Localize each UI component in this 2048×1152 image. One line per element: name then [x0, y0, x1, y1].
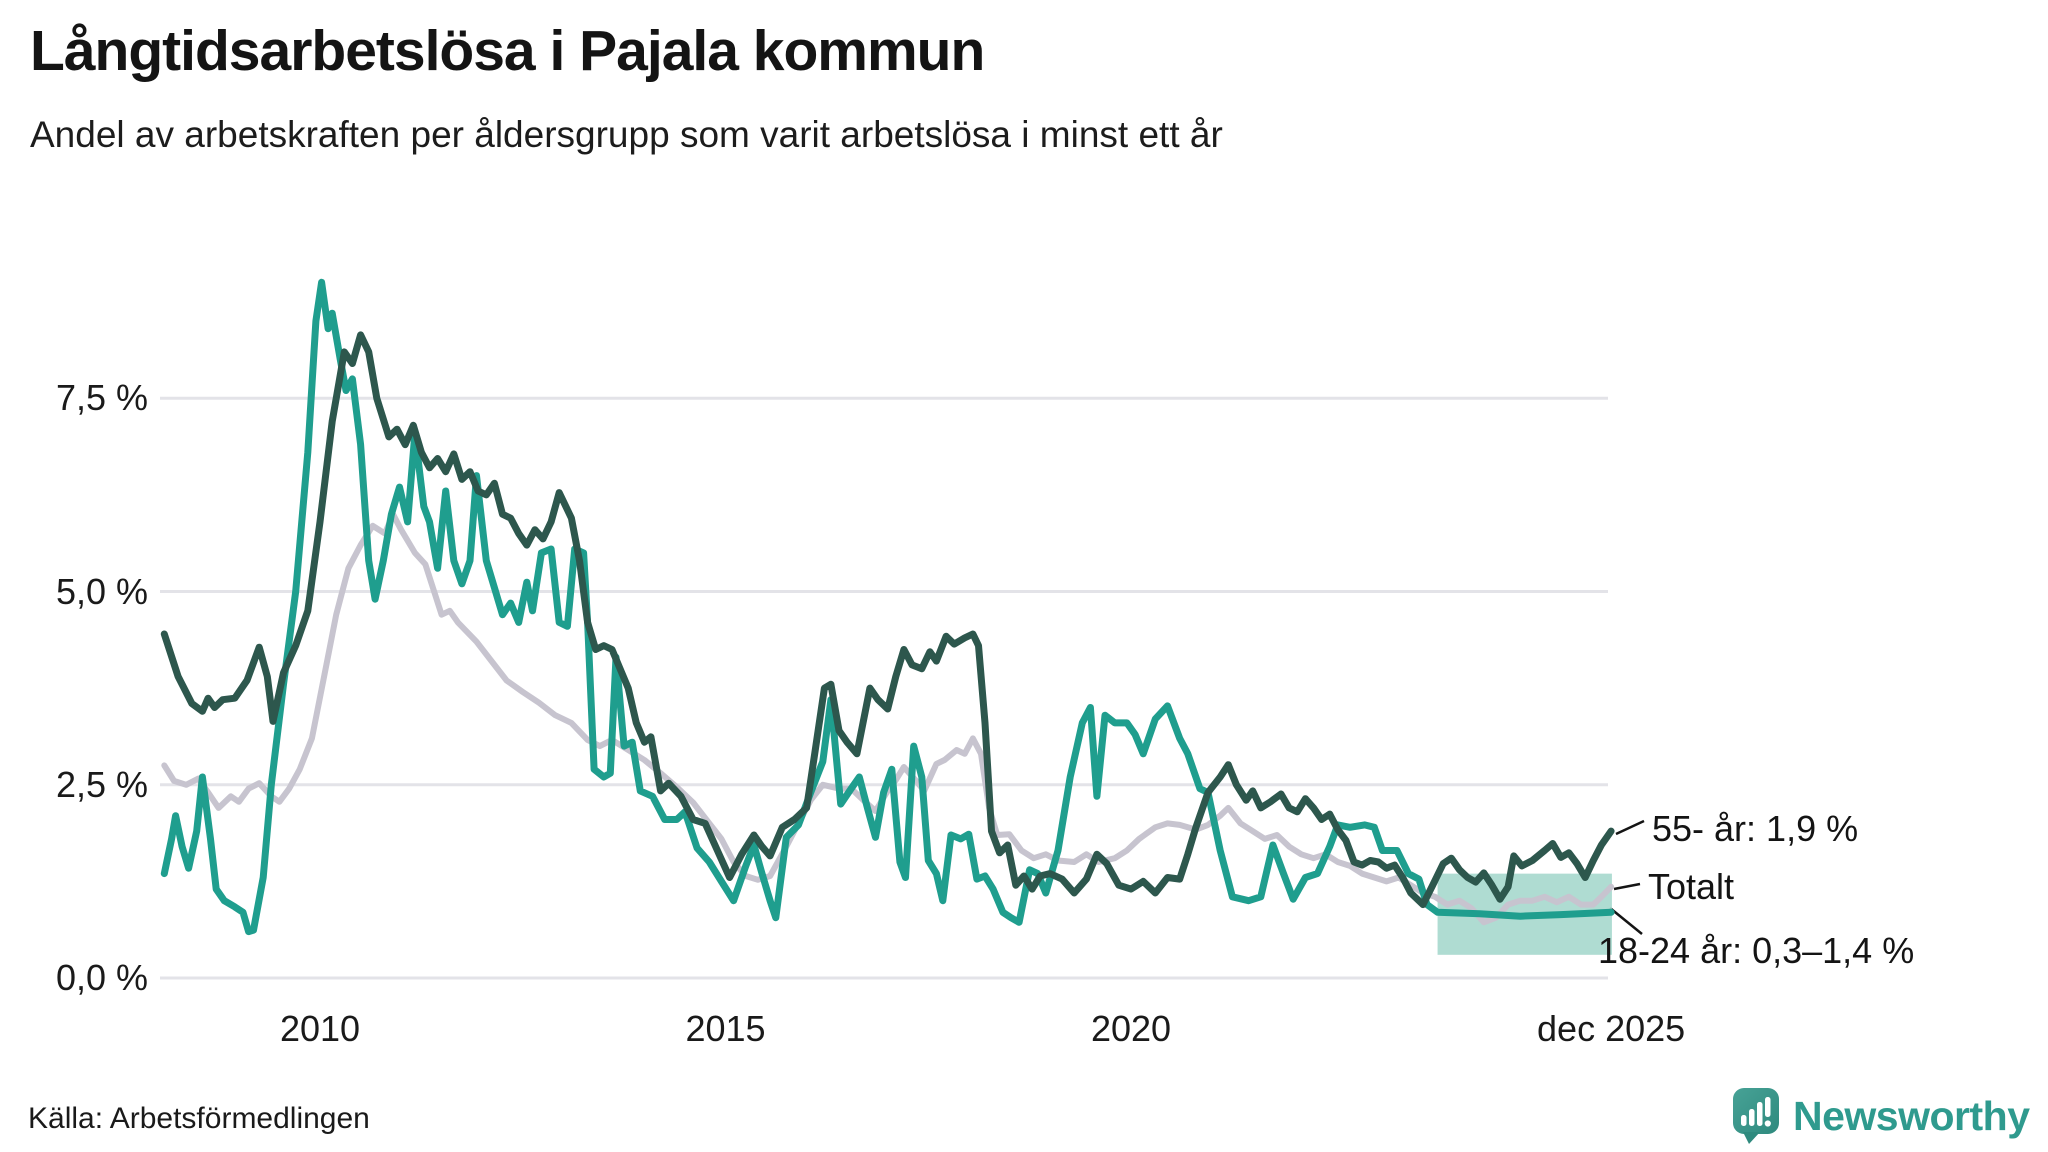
chart-speech-bubble-icon — [1733, 1088, 1779, 1144]
newsworthy-wordmark: Newsworthy — [1793, 1092, 2030, 1139]
annotation-18-24-ar: 18-24 år: 0,3–1,4 % — [1598, 930, 1915, 971]
annotation-connector — [1615, 819, 1645, 836]
y-tick-label: 5,0 % — [55, 570, 148, 612]
page-subtitle: Andel av arbetskraften per åldersgrupp s… — [30, 114, 1223, 155]
x-tick-label: 2015 — [685, 1008, 766, 1049]
x-tick-label: dec 2025 — [1537, 1008, 1686, 1049]
annotation-totalt: Totalt — [1648, 866, 1735, 907]
series-line-55- år — [160, 331, 1615, 909]
series-line-18-24 år — [160, 278, 1615, 936]
newsworthy-logo[interactable]: Newsworthy — [1733, 1088, 2030, 1144]
annotation-connector — [1609, 907, 1643, 935]
y-tick-label: 7,5 % — [55, 377, 148, 419]
annotation-55-ar: 55- år: 1,9 % — [1652, 808, 1859, 849]
annotation-connector — [1613, 882, 1641, 891]
y-tick-label: 2,5 % — [55, 763, 148, 805]
source-note: Källa: Arbetsförmedlingen — [28, 1102, 370, 1135]
x-tick-label: 2020 — [1090, 1008, 1172, 1049]
x-tick-label: 2010 — [279, 1008, 361, 1049]
page-title: Långtidsarbetslösa i Pajala kommun — [30, 19, 985, 83]
y-tick-label: 0,0 % — [55, 957, 148, 998]
